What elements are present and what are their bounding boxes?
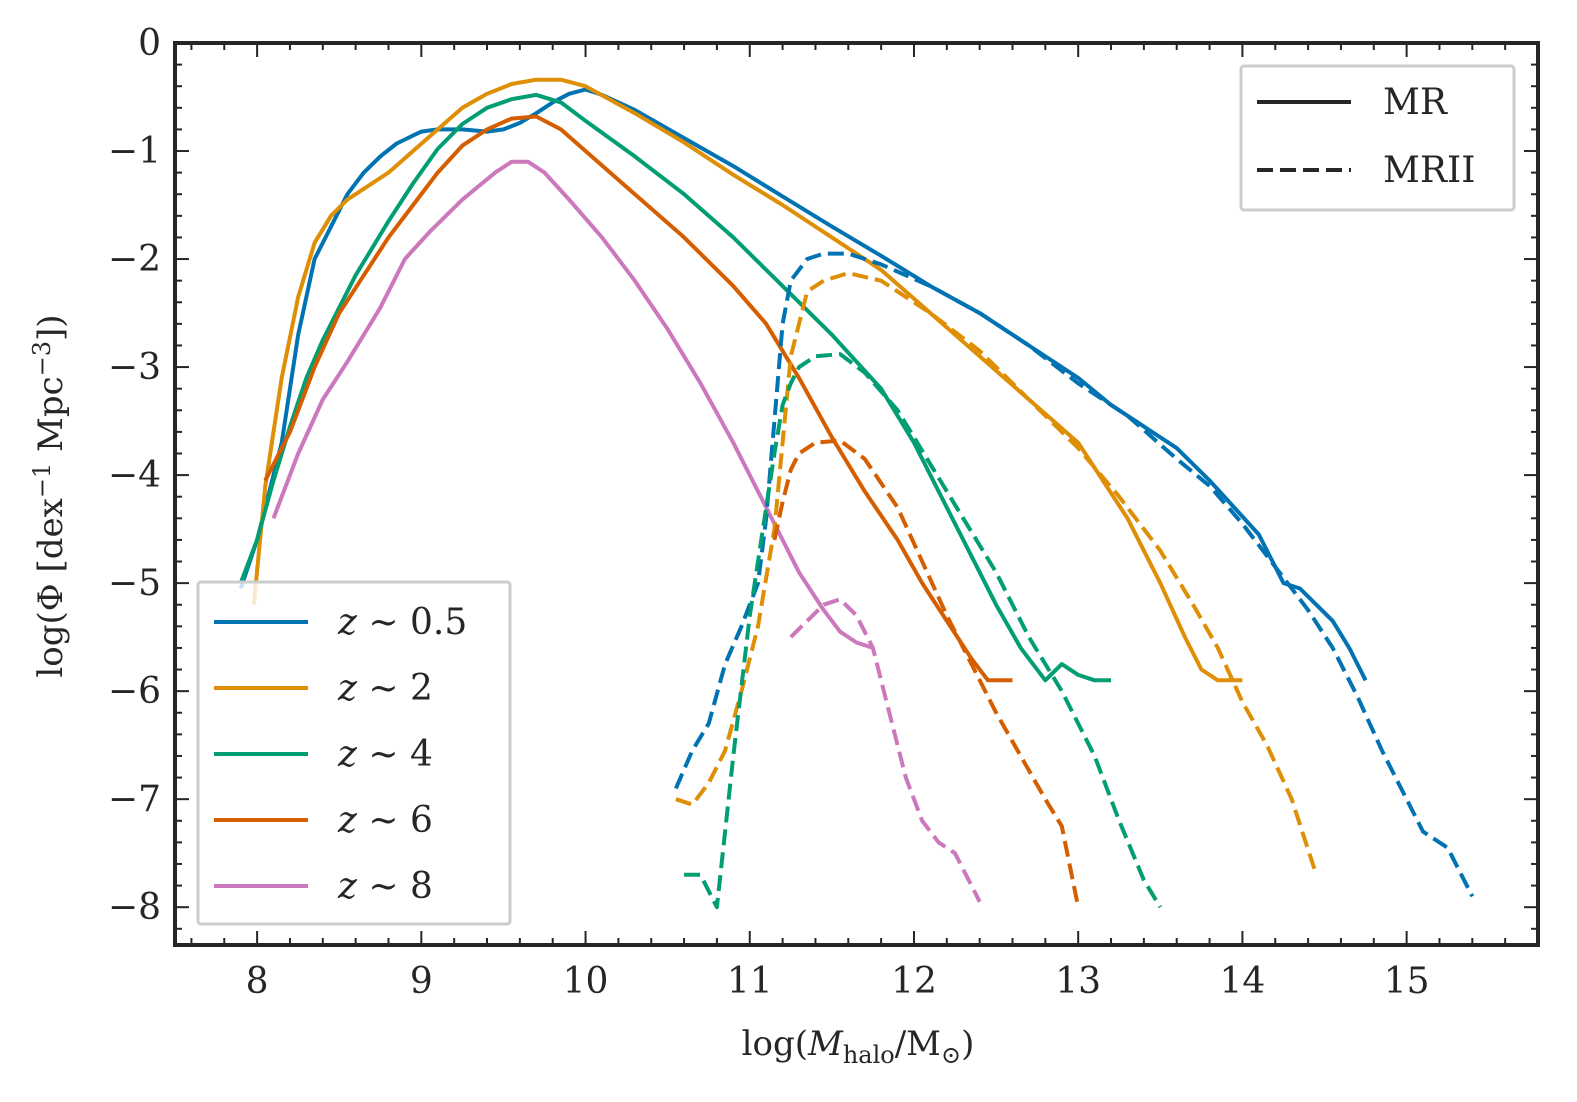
legend-label: MRII (1383, 150, 1475, 191)
y-tick-label: −8 (108, 887, 161, 928)
y-tick-label: 0 (138, 23, 161, 64)
x-tick-labels: 8 9 10 11 12 13 14 15 (246, 961, 1430, 1002)
y-tick-label: −5 (108, 563, 161, 604)
series-line-mrii-2 (675, 271, 1319, 876)
legend-simulation: MR MRII (1239, 64, 1516, 212)
series-line-mr-4 (238, 92, 1111, 683)
series-line-mrii-8 (789, 597, 982, 903)
series-line-mrii-4 (684, 352, 1163, 910)
legend-label: z ~ 8 (337, 866, 433, 907)
series-line-mrii-6 (772, 438, 1081, 908)
y-tick-label: −7 (108, 779, 161, 820)
x-tick-label: 12 (891, 961, 937, 1002)
x-tick-label: 10 (563, 961, 609, 1002)
x-tick-label: 15 (1384, 961, 1430, 1002)
x-axis-label: log(Mhalo/M⊙) (742, 1024, 975, 1069)
series-line-mr-8 (271, 159, 874, 650)
x-tick-label: 9 (410, 961, 433, 1002)
x-tick-label: 11 (727, 961, 773, 1002)
legend-label: z ~ 2 (337, 668, 433, 709)
y-tick-label: −1 (108, 131, 161, 172)
y-tick-label: −2 (108, 239, 161, 280)
legend-label: z ~ 0.5 (337, 602, 467, 643)
y-tick-label: −6 (108, 671, 161, 712)
plot-frame (173, 41, 1540, 947)
series-line-mr-2 (251, 77, 1243, 683)
y-tick-label: −4 (108, 455, 161, 496)
series-line-mr-6 (263, 114, 1013, 683)
plot-area (238, 77, 1475, 910)
legend-label: MR (1383, 82, 1448, 123)
y-axis-label: log(Φ [dex−1 Mpc−3]) (28, 314, 71, 677)
y-tick-label: −3 (108, 347, 161, 388)
series-line-mr-0p5 (238, 87, 1368, 682)
x-tick-label: 8 (246, 961, 269, 1002)
series-line-mrii-0p5 (674, 251, 1475, 898)
legend-label: z ~ 6 (337, 800, 433, 841)
legend-label: z ~ 4 (337, 734, 433, 775)
y-tick-labels: 0 −1 −2 −3 −4 −5 −6 −7 −8 (108, 23, 161, 928)
legend-redshift-box (196, 580, 512, 926)
x-tick-label: 13 (1055, 961, 1101, 1002)
x-tick-label: 14 (1220, 961, 1266, 1002)
legend-redshift: z ~ 0.5 z ~ 2 z ~ 4 z ~ 6 z ~ 8 (196, 580, 512, 926)
